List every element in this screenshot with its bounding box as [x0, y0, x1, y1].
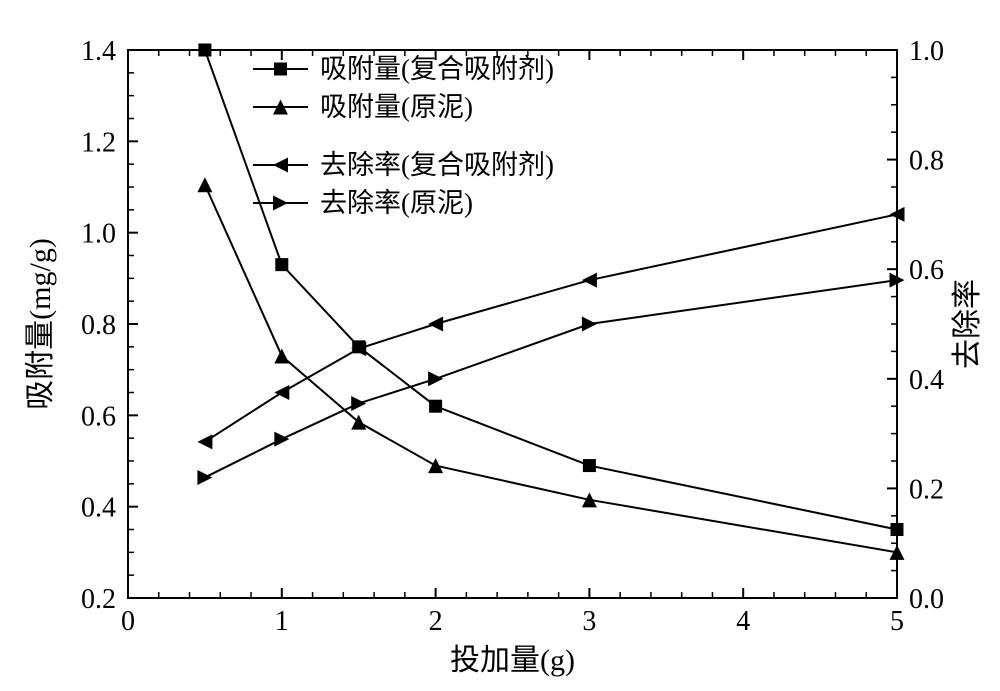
tri-left-series — [205, 214, 897, 441]
svg-text:0.8: 0.8 — [81, 310, 116, 341]
tri-up-series — [205, 185, 897, 553]
svg-text:0.6: 0.6 — [81, 401, 116, 432]
legend-label: 吸附量(复合吸附剂) — [320, 54, 554, 84]
svg-text:0.2: 0.2 — [909, 474, 944, 505]
x-axis-label: 投加量(g) — [450, 644, 575, 677]
svg-text:1.4: 1.4 — [81, 36, 116, 67]
svg-text:0.4: 0.4 — [81, 493, 116, 524]
svg-text:1: 1 — [275, 606, 289, 637]
svg-text:0: 0 — [121, 606, 135, 637]
svg-text:0.8: 0.8 — [909, 146, 944, 177]
dual-axis-chart: 0 1 2 3 4 5 0.2 0.4 0.6 0.8 1.0 1.2 1.4 0.0 0.2 0.4 0.6 0… — [0, 0, 1000, 691]
legend-label: 去除率(复合吸附剂) — [320, 150, 554, 180]
sq-series — [205, 50, 897, 530]
y-left-label: 吸附量(mg/g) — [24, 238, 57, 410]
svg-text:4: 4 — [736, 606, 750, 637]
svg-text:3: 3 — [582, 606, 596, 637]
svg-text:0.2: 0.2 — [81, 584, 116, 615]
y-right-label: 去除率 — [951, 279, 984, 369]
svg-text:1.0: 1.0 — [81, 219, 116, 250]
svg-text:1.2: 1.2 — [81, 127, 116, 158]
legend-label: 去除率(原泥) — [320, 188, 473, 218]
svg-text:5: 5 — [890, 606, 904, 637]
svg-text:0.4: 0.4 — [909, 365, 944, 396]
svg-text:1.0: 1.0 — [909, 36, 944, 67]
svg-text:0.0: 0.0 — [909, 584, 944, 615]
svg-text:2: 2 — [429, 606, 443, 637]
svg-text:0.6: 0.6 — [909, 255, 944, 286]
legend-label: 吸附量(原泥) — [320, 92, 473, 122]
